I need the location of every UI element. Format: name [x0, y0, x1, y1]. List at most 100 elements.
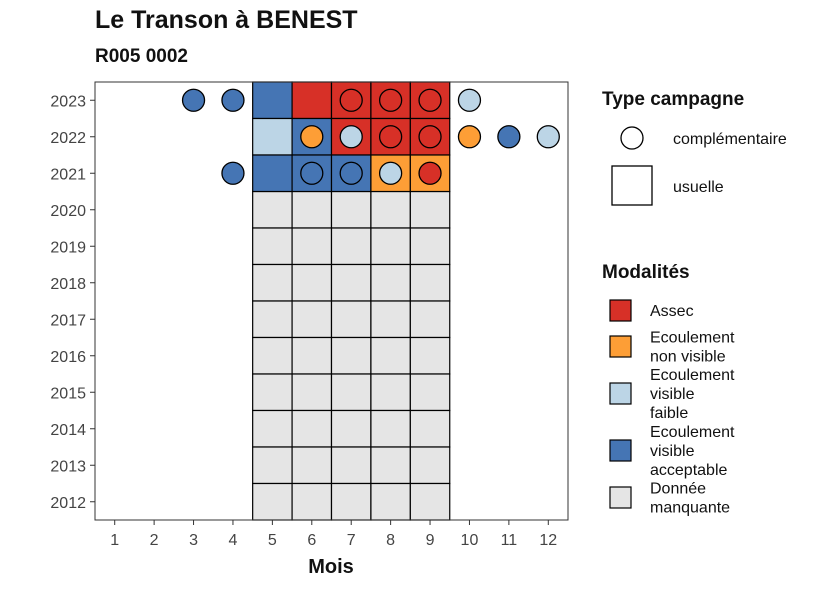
tile-missing [370, 446, 411, 485]
point-complementaire [378, 88, 403, 112]
tile-missing [330, 336, 372, 375]
tile-missing [409, 482, 451, 521]
tile-missing [330, 482, 372, 521]
y-tick-label: 2018 [50, 276, 86, 293]
point-complementaire [339, 161, 363, 185]
tile-missing [370, 227, 411, 266]
legend-label-modalite: manquante [650, 500, 730, 517]
point-complementaire [418, 161, 442, 185]
point-complementaire [536, 125, 560, 149]
tile-missing [252, 300, 293, 339]
legend-type-title: Type campagne [602, 89, 744, 110]
y-tick-label: 2021 [50, 166, 86, 183]
x-tick-label: 1 [110, 532, 119, 549]
point-complementaire [378, 161, 403, 185]
y-tick-label: 2015 [50, 385, 86, 402]
tile-missing [409, 300, 451, 339]
tile-usuelle [291, 81, 333, 120]
tile-missing [291, 300, 333, 339]
tile-missing [370, 409, 411, 448]
point-complementaire [300, 161, 324, 185]
y-tick-label: 2012 [50, 495, 86, 512]
chart-subtitle: R005 0002 [95, 46, 188, 67]
tile-missing [370, 373, 411, 412]
point-complementaire [300, 125, 324, 149]
legend-key-complementaire [620, 126, 644, 150]
x-tick-label: 8 [386, 532, 395, 549]
tile-missing [291, 227, 333, 266]
x-tick-label: 3 [189, 532, 198, 549]
x-tick-label: 12 [539, 532, 557, 549]
x-tick-label: 10 [461, 532, 479, 549]
tile-missing [370, 300, 411, 339]
point-complementaire [221, 88, 245, 112]
tile-missing [291, 409, 333, 448]
axes-layer: 1 2 3 4 5 6 7 8 9 10 11 122023202220212020201920182… [50, 93, 557, 549]
point-complementaire [339, 88, 363, 112]
tile-missing [409, 190, 451, 229]
tile-missing [330, 227, 372, 266]
tile-missing [291, 446, 333, 485]
x-tick-label: 6 [307, 532, 316, 549]
point-complementaire [457, 125, 482, 149]
point-complementaire [339, 125, 363, 149]
tile-missing [330, 409, 372, 448]
x-tick-label: 11 [501, 532, 518, 549]
x-axis-title: Mois [308, 556, 354, 578]
point-complementaire [181, 88, 206, 112]
point-complementaire [497, 125, 521, 149]
y-tick-label: 2016 [50, 349, 86, 366]
tile-missing [409, 227, 451, 266]
legend-label-modalite: faible [650, 405, 688, 422]
tile-missing [409, 336, 451, 375]
legend-label-modalite: Ecoulement [650, 367, 735, 384]
legend-label-modalite: Assec [650, 303, 694, 320]
legend-label-modalite: acceptable [650, 462, 727, 479]
legend-label-modalite: visible [650, 386, 695, 403]
tile-missing [291, 263, 333, 302]
tile-missing [252, 263, 293, 302]
legend-label-modalite: visible [650, 443, 695, 460]
tile-missing [291, 336, 333, 375]
tile-missing [370, 482, 411, 521]
tile-missing [370, 190, 411, 229]
tile-missing [409, 409, 451, 448]
point-complementaire [418, 88, 442, 112]
tile-usuelle [252, 81, 293, 120]
legend-label-modalite: Ecoulement [650, 424, 735, 441]
point-complementaire [457, 88, 482, 112]
legend-label-modalite: Ecoulement [650, 330, 735, 347]
points-layer [181, 88, 560, 185]
legend-label-complementaire: complémentaire [673, 131, 787, 148]
tile-missing [330, 373, 372, 412]
tile-missing [370, 336, 411, 375]
tile-missing [252, 446, 293, 485]
tile-missing [252, 409, 293, 448]
tile-missing [409, 446, 451, 485]
tile-missing [330, 190, 372, 229]
tile-missing [252, 227, 293, 266]
y-tick-label: 2020 [50, 203, 86, 220]
x-tick-label: 5 [268, 532, 277, 549]
legend-type-campagne: Type campagne complémentaire usuelle [602, 89, 787, 206]
point-complementaire [378, 125, 403, 149]
point-complementaire [221, 161, 245, 185]
tile-usuelle [252, 117, 293, 156]
x-tick-label: 4 [229, 532, 238, 549]
tile-missing [330, 446, 372, 485]
y-tick-label: 2014 [50, 422, 86, 439]
chart-title: Le Transon à BENEST [95, 6, 358, 34]
point-complementaire [418, 125, 442, 149]
tile-missing [252, 482, 293, 521]
legend-label-modalite: non visible [650, 349, 726, 366]
y-tick-label: 2017 [50, 312, 86, 329]
legend-label-modalite: Donnée [650, 481, 706, 498]
tile-missing [291, 373, 333, 412]
x-tick-label: 9 [426, 532, 435, 549]
legend-key-modalite [609, 299, 632, 322]
x-tick-label: 2 [150, 532, 159, 549]
y-tick-label: 2013 [50, 458, 86, 475]
legend-key-modalite [609, 439, 632, 462]
